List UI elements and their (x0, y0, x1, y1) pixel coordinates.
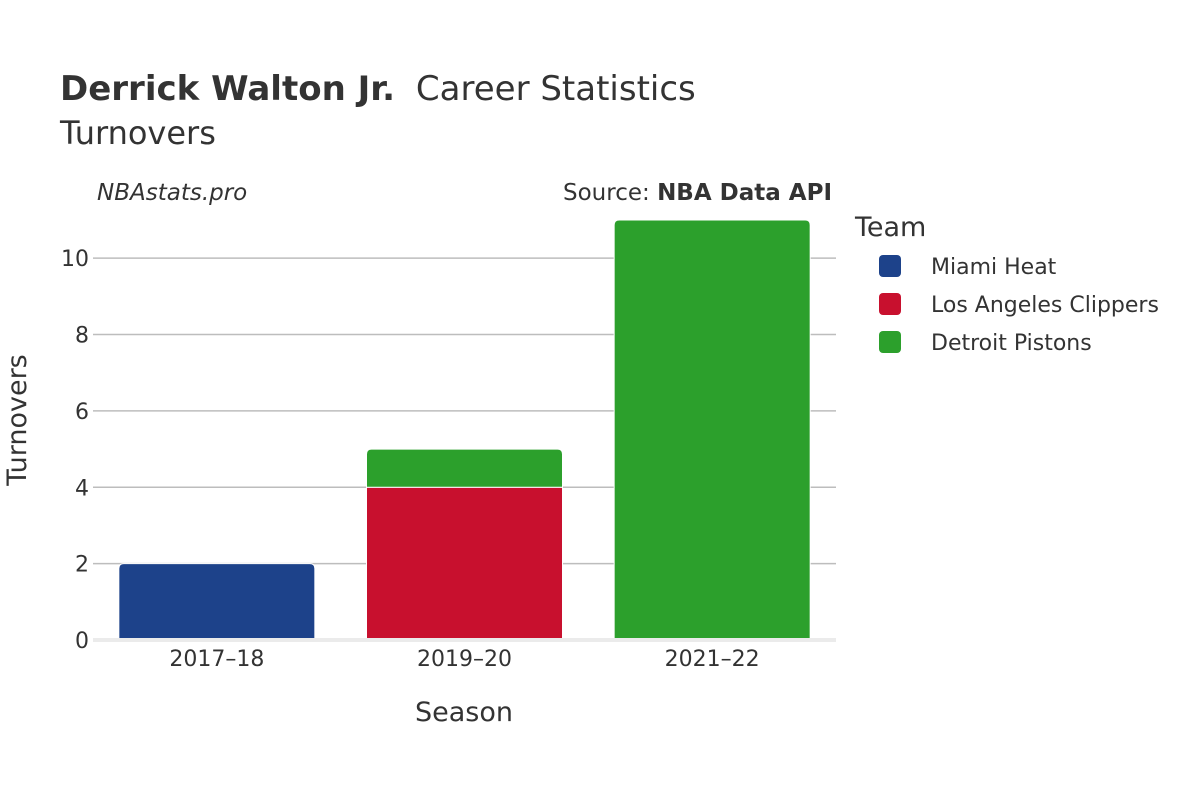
bar-segment[interactable] (613, 219, 811, 641)
legend-title: Team (854, 212, 926, 243)
x-tick-label: 2021–22 (665, 647, 760, 672)
legend: Miami Heat Los Angeles Clippers Detroit Pi… (879, 255, 1159, 356)
chart-subtitle: Turnovers (59, 114, 216, 152)
y-axis-label: Turnovers (2, 354, 33, 487)
x-axis-baseline (93, 638, 836, 642)
source-label: Source: NBA Data API (563, 180, 832, 206)
y-tick-label: 0 (75, 629, 89, 654)
x-tick-label: 2019–20 (417, 647, 512, 672)
chart-title: Derrick Walton Jr. Career Statistics (60, 69, 696, 109)
bar-segment[interactable] (366, 448, 563, 488)
y-tick-label: 2 (75, 553, 89, 578)
chart-title-rest: Career Statistics (416, 69, 696, 109)
y-tick-label: 4 (75, 476, 89, 501)
x-axis-ticks: 2017–18 2019–20 2021–22 (169, 647, 759, 672)
source-name: NBA Data API (657, 180, 832, 206)
y-tick-label: 10 (61, 247, 89, 272)
y-tick-label: 6 (75, 400, 89, 425)
chart-title-player: Derrick Walton Jr. (60, 69, 395, 109)
watermark: NBAstats.pro (97, 180, 247, 206)
bar-segment[interactable] (118, 563, 316, 641)
x-axis-label: Season (415, 697, 513, 728)
legend-label[interactable]: Los Angeles Clippers (931, 293, 1159, 318)
bars (118, 219, 811, 641)
legend-swatch[interactable] (879, 255, 901, 277)
bar-segment[interactable] (366, 486, 563, 641)
x-tick-label: 2017–18 (169, 647, 264, 672)
legend-label[interactable]: Detroit Pistons (931, 331, 1092, 356)
legend-label[interactable]: Miami Heat (931, 255, 1057, 280)
source-prefix: Source: (563, 180, 657, 206)
y-tick-label: 8 (75, 324, 89, 349)
legend-swatch[interactable] (879, 293, 901, 315)
y-axis-ticks: 0 2 4 6 8 10 (61, 247, 89, 654)
legend-swatch[interactable] (879, 331, 901, 353)
